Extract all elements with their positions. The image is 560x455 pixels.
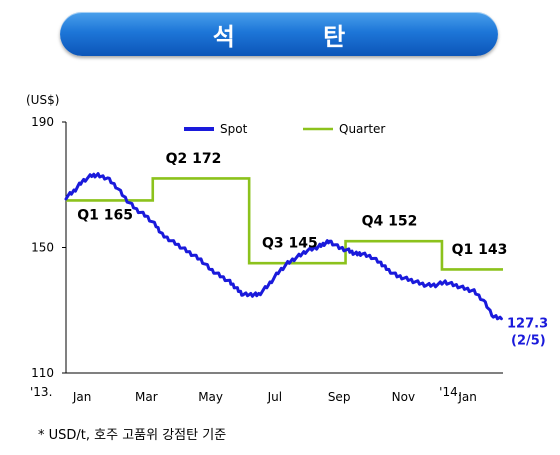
x-tick-label: Jan [72,390,92,404]
x-tick-label: Mar [135,390,158,404]
spot-series [64,172,503,321]
y-tick-label: 150 [31,241,54,255]
spot-line [64,172,503,321]
quarter-annotation: Q1 143 [452,242,508,258]
spot-end-value: 127.3 [507,317,548,332]
coal-price-chart: (US$) 190 150 110 Jan Mar May Jul Sep Nov Jan '13. '… [26,93,548,404]
legend-label-quarter: Quarter [339,122,385,136]
x-tick-label: Jan [457,390,477,404]
quarter-annotation: Q2 172 [166,151,222,167]
y-tick-label: 190 [31,115,54,129]
chart-labels: Q1 165 Q2 172 Q3 145 Q4 152 Q1 143 127.3 (2/5) [77,151,548,349]
legend-label-spot: Spot [220,122,248,136]
x-year-label: '14. [439,385,461,399]
y-axis-label: (US$) [26,93,59,107]
chart-axes: (US$) 190 150 110 Jan Mar May Jul Sep Nov Jan '13. '… [26,93,503,404]
quarter-line [66,177,503,271]
page-title: 석 탄 [212,22,386,51]
x-tick-label: Jul [267,390,282,404]
quarter-annotation: Q4 152 [362,214,418,230]
footnote: * USD/t, 호주 고품위 강점탄 기준 [38,428,227,443]
x-tick-label: Sep [328,390,351,404]
x-tick-label: Nov [392,390,415,404]
quarter-series [66,177,503,271]
title-banner: 석 탄 [60,12,498,56]
quarter-annotation: Q1 165 [77,207,133,223]
x-year-label: '13. [30,385,52,399]
chart-legend: Spot Quarter [184,122,385,136]
y-tick-label: 110 [31,366,54,380]
quarter-annotation: Q3 145 [262,236,318,252]
spot-end-date: (2/5) [511,334,546,349]
x-tick-label: May [198,390,223,404]
